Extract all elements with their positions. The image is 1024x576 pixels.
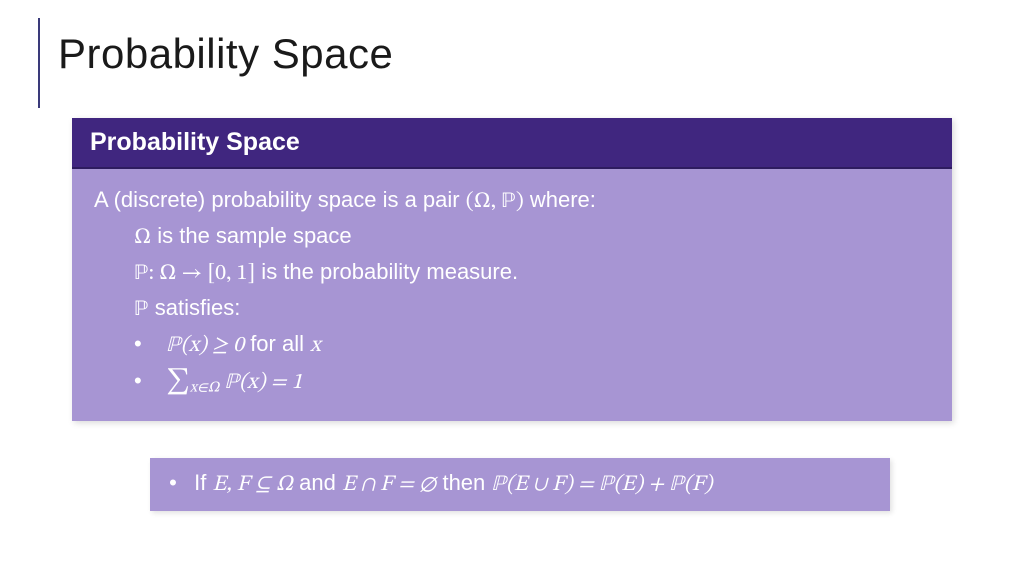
intro-text-a: A (discrete) probability space is a pair — [94, 187, 466, 212]
sum-subscript: x∈Ω — [190, 381, 220, 396]
bullet-dot: • — [158, 470, 188, 496]
corollary-pre: If — [194, 470, 212, 495]
axiom1-x: x — [310, 335, 321, 357]
definition-header: Probability Space — [72, 118, 952, 169]
line-omega: Ω is the sample space — [94, 219, 930, 255]
definition-box: Probability Space A (discrete) probabili… — [72, 118, 952, 421]
axiom-2: • ∑x∈Ω ℙ(x) = 1 — [94, 363, 930, 402]
axiom1-expr: ℙ(x) ≥ 0 — [166, 335, 244, 357]
satisfies-text: satisfies: — [149, 295, 241, 320]
p-map-text: is the probability measure. — [255, 259, 518, 284]
corollary-box: • If E, F ⊆ Ω and E ∩ F = ∅ then ℙ(E ∪ F… — [150, 458, 890, 511]
p-map: ℙ: Ω → [0, 1] — [134, 263, 255, 285]
slide-title: Probability Space — [58, 30, 393, 78]
title-accent-rule — [38, 18, 40, 108]
sum-symbol: ∑ — [166, 370, 190, 395]
bullet-dot: • — [134, 364, 160, 398]
definition-body: A (discrete) probability space is a pair… — [72, 169, 952, 421]
definition-intro: A (discrete) probability space is a pair… — [94, 183, 930, 219]
corollary-union: ℙ(E ∪ F) = ℙ(E) + ℙ(F) — [491, 474, 712, 496]
omega-symbol: Ω — [134, 227, 151, 249]
axiom2-body: ℙ(x) = 1 — [219, 372, 302, 394]
axiom-1: • ℙ(x) ≥ 0 for all x — [94, 327, 930, 363]
p-symbol: ℙ — [134, 299, 149, 321]
omega-text: is the sample space — [151, 223, 352, 248]
line-satisfies: ℙ satisfies: — [94, 291, 930, 327]
corollary-then: then — [436, 470, 491, 495]
bullet-dot: • — [134, 327, 160, 361]
corollary-ef: E, F ⊆ Ω — [212, 474, 293, 496]
corollary-mid: and — [293, 470, 342, 495]
intro-pair: (Ω, ℙ) — [466, 191, 524, 213]
intro-text-b: where: — [524, 187, 596, 212]
axiom1-tail: for all — [244, 331, 310, 356]
corollary-inter: E ∩ F = ∅ — [342, 474, 436, 496]
line-measure: ℙ: Ω → [0, 1] is the probability measure… — [94, 255, 930, 291]
